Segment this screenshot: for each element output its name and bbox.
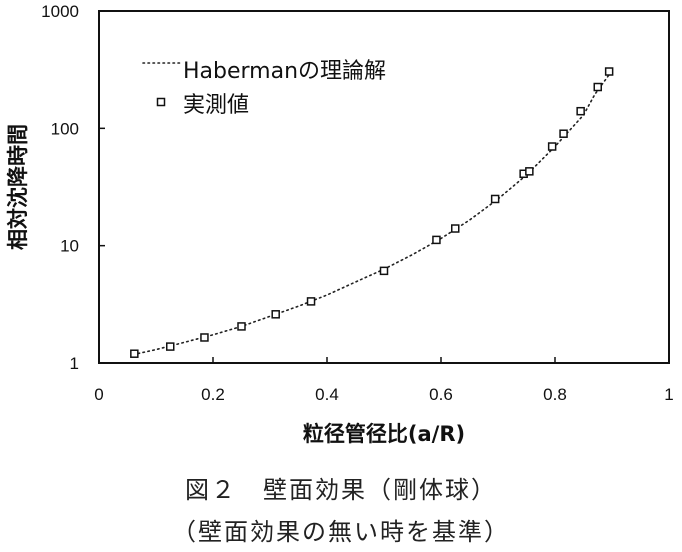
measured-point bbox=[379, 266, 389, 276]
legend-measured-label: 実測値 bbox=[183, 93, 249, 118]
y-tick-label: 1000 bbox=[41, 2, 79, 21]
x-tick-label: 0.4 bbox=[315, 385, 339, 404]
x-tick-label: 0.6 bbox=[429, 385, 453, 404]
measured-point bbox=[604, 67, 614, 76]
measured-point bbox=[525, 167, 534, 176]
measured-point bbox=[547, 142, 557, 151]
measured-point bbox=[576, 106, 585, 116]
figure-caption-line-2: （壁面効果の無い時を基準） bbox=[172, 518, 510, 546]
y-tick-label: 100 bbox=[51, 119, 79, 138]
measured-point bbox=[237, 322, 246, 331]
measured-point bbox=[166, 342, 175, 351]
y-axis-title: 相対沈降時間 bbox=[6, 124, 30, 250]
measured-point bbox=[200, 333, 209, 342]
measured-point bbox=[130, 349, 139, 358]
x-tick-label: 0.8 bbox=[543, 385, 567, 404]
measured-point bbox=[306, 297, 316, 306]
y-tick-label: 10 bbox=[60, 237, 79, 256]
measured-point bbox=[559, 129, 568, 138]
chart: 0 0.2 0.4 0.6 0.8 1 1 10 100 1000 Habermanの理論解実測値… bbox=[6, 2, 674, 446]
measured-point bbox=[451, 224, 460, 233]
x-axis-title: 粒径管径比(a/R) bbox=[303, 422, 465, 446]
measured-point bbox=[271, 310, 280, 319]
y-tick-label: 1 bbox=[70, 354, 79, 373]
x-tick-label: 0 bbox=[94, 385, 103, 404]
figure-caption-line-1: 図２ 壁面効果（剛体球） bbox=[185, 476, 497, 504]
legend-measured-marker-swatch bbox=[156, 97, 166, 107]
plot-frame bbox=[98, 10, 670, 364]
legend-theory-label: Habermanの理論解 bbox=[183, 59, 386, 84]
x-tick-label: 1 bbox=[664, 385, 673, 404]
measured-point bbox=[432, 235, 441, 245]
x-tick-label: 0.2 bbox=[201, 385, 225, 404]
measured-point bbox=[490, 194, 500, 204]
measured-point bbox=[593, 82, 602, 92]
